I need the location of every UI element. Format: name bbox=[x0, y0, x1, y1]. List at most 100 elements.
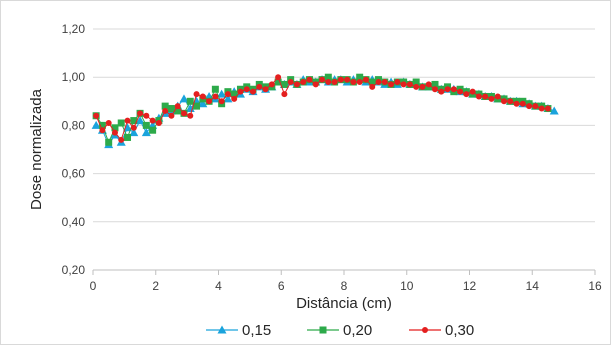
data-point bbox=[344, 77, 350, 83]
y-tick-label: 1,00 bbox=[62, 70, 86, 84]
x-tick-label: 16 bbox=[588, 279, 602, 293]
data-point bbox=[118, 137, 124, 143]
x-tick-label: 8 bbox=[341, 279, 348, 293]
data-point bbox=[313, 81, 319, 87]
data-point bbox=[250, 89, 256, 95]
data-point bbox=[338, 77, 344, 83]
data-point bbox=[388, 81, 394, 87]
data-point bbox=[407, 81, 413, 87]
data-point bbox=[187, 113, 193, 119]
data-point bbox=[451, 86, 457, 92]
data-point bbox=[507, 98, 513, 104]
data-point bbox=[457, 89, 463, 95]
data-point bbox=[325, 79, 331, 85]
data-point bbox=[269, 81, 275, 87]
data-point bbox=[275, 74, 281, 80]
data-point bbox=[131, 125, 137, 131]
series-triangle bbox=[92, 75, 559, 148]
data-point bbox=[168, 113, 174, 119]
data-point bbox=[495, 93, 501, 99]
data-point bbox=[256, 84, 262, 90]
legend-marker bbox=[422, 327, 428, 333]
legend-label: 0,15 bbox=[242, 322, 271, 339]
x-tick-label: 6 bbox=[278, 279, 285, 293]
data-point bbox=[306, 77, 312, 83]
legend-marker bbox=[320, 327, 327, 334]
data-point bbox=[106, 120, 112, 126]
data-point bbox=[319, 77, 325, 83]
data-point bbox=[545, 106, 551, 112]
data-point bbox=[237, 89, 243, 95]
data-point bbox=[401, 81, 407, 87]
data-point bbox=[200, 93, 206, 99]
data-point bbox=[520, 101, 526, 107]
data-point bbox=[112, 130, 118, 136]
data-point bbox=[419, 84, 425, 90]
y-tick-label: 0,20 bbox=[62, 263, 86, 277]
data-point bbox=[105, 139, 112, 146]
data-point bbox=[539, 106, 545, 112]
data-point bbox=[194, 91, 200, 97]
data-point bbox=[263, 86, 269, 92]
data-point bbox=[175, 103, 181, 109]
data-point bbox=[463, 91, 469, 97]
x-tick-label: 14 bbox=[526, 279, 540, 293]
legend-item: 0,15 bbox=[206, 322, 271, 339]
data-point bbox=[143, 113, 149, 119]
legend-label: 0,20 bbox=[343, 322, 372, 339]
data-point bbox=[357, 79, 363, 85]
data-point bbox=[137, 110, 143, 116]
x-tick-label: 12 bbox=[463, 279, 477, 293]
x-axis-title: Distância (cm) bbox=[296, 295, 392, 312]
tick-labels: 0,20 0,40 0,60 0,80 1,00 1,20 0 2 4 6 8 10 12 14 16 bbox=[62, 22, 602, 293]
data-point bbox=[225, 91, 231, 97]
data-point bbox=[445, 86, 451, 92]
legend-item: 0,20 bbox=[307, 322, 372, 339]
data-point bbox=[93, 113, 99, 119]
data-point bbox=[281, 91, 287, 97]
data-point bbox=[501, 98, 507, 104]
data-point bbox=[125, 118, 131, 124]
data-point bbox=[244, 86, 250, 92]
series-group bbox=[92, 74, 559, 148]
dose-chart: 0,20 0,40 0,60 0,80 1,00 1,20 0 2 4 6 8 10 12 14 16 Di… bbox=[1, 1, 610, 344]
data-point bbox=[482, 93, 488, 99]
x-tick-label: 10 bbox=[400, 279, 414, 293]
data-point bbox=[332, 79, 338, 85]
legend: 0,15 0,20 0,30 bbox=[206, 322, 474, 339]
data-point bbox=[212, 86, 219, 93]
data-point bbox=[118, 119, 125, 126]
data-point bbox=[212, 93, 218, 99]
y-tick-label: 0,40 bbox=[62, 215, 86, 229]
x-tick-label: 2 bbox=[152, 279, 159, 293]
data-point bbox=[300, 79, 306, 85]
data-point bbox=[288, 79, 294, 85]
data-point bbox=[206, 98, 212, 104]
axes bbox=[93, 270, 595, 275]
data-point bbox=[187, 98, 194, 105]
data-point bbox=[162, 108, 168, 114]
data-point bbox=[382, 79, 388, 85]
data-point bbox=[438, 89, 444, 95]
y-axis-title: Dose normalizada bbox=[28, 88, 45, 210]
series-square bbox=[93, 74, 552, 146]
data-point bbox=[231, 96, 237, 102]
legend-label: 0,30 bbox=[445, 322, 474, 339]
data-point bbox=[476, 93, 482, 99]
data-point bbox=[488, 96, 494, 102]
data-point bbox=[350, 79, 356, 85]
y-tick-label: 0,60 bbox=[62, 167, 86, 181]
x-tick-label: 0 bbox=[90, 279, 97, 293]
legend-item: 0,30 bbox=[409, 322, 474, 339]
data-point bbox=[394, 79, 400, 85]
y-tick-label: 0,80 bbox=[62, 118, 86, 132]
data-point bbox=[526, 103, 532, 109]
data-point bbox=[470, 89, 476, 95]
data-point bbox=[413, 84, 419, 90]
data-point bbox=[99, 127, 105, 133]
data-point bbox=[124, 134, 131, 141]
data-point bbox=[181, 110, 187, 116]
data-point bbox=[532, 103, 538, 109]
data-point bbox=[168, 105, 175, 112]
